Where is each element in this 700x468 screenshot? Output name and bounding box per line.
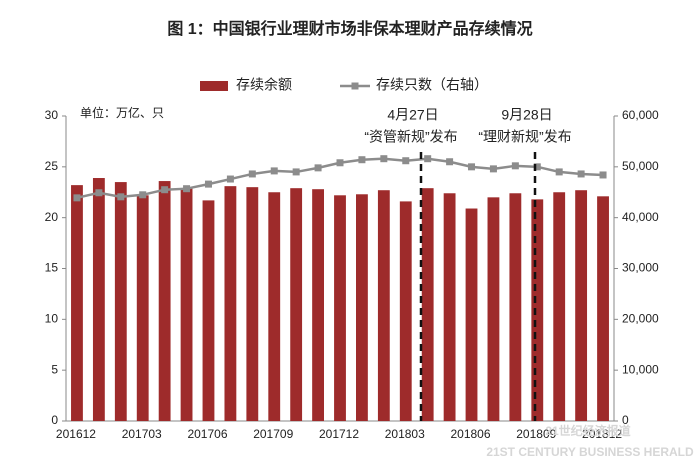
watermark: 21ST CENTURY BUSINESS HERALD bbox=[486, 445, 694, 459]
y2-tick-label: 60,000 bbox=[622, 108, 659, 122]
line-marker bbox=[204, 180, 212, 188]
y-tick-label: 30 bbox=[45, 108, 59, 122]
line-marker bbox=[248, 170, 256, 178]
unit-label: 单位：万亿、只 bbox=[80, 105, 164, 120]
bar bbox=[399, 201, 412, 421]
y2-tick-label: 10,000 bbox=[622, 362, 659, 376]
line-marker bbox=[358, 156, 366, 164]
line-marker bbox=[314, 164, 322, 172]
bar bbox=[180, 188, 193, 421]
bar bbox=[312, 189, 324, 421]
line-marker bbox=[139, 191, 147, 199]
line-marker bbox=[424, 155, 432, 163]
y-tick-label: 10 bbox=[45, 312, 59, 326]
x-tick-label: 201812 bbox=[582, 427, 622, 441]
line-marker bbox=[555, 168, 563, 176]
legend-swatch bbox=[200, 81, 228, 91]
x-tick-label: 201612 bbox=[56, 427, 96, 441]
legend-label: 存续只数（右轴） bbox=[376, 77, 488, 93]
y-tick-label: 20 bbox=[45, 210, 59, 224]
bar bbox=[443, 193, 456, 421]
watermark: 21世纪经济报道 bbox=[545, 423, 630, 438]
line-marker bbox=[511, 162, 519, 170]
bar bbox=[597, 196, 609, 421]
annotation-text: “理财新规”发布 bbox=[478, 129, 571, 145]
bar bbox=[465, 208, 478, 421]
legend-swatch bbox=[351, 82, 359, 90]
bar bbox=[290, 188, 303, 421]
annotation-text: “资管新规”发布 bbox=[364, 129, 457, 145]
bar bbox=[421, 188, 434, 421]
bar bbox=[202, 200, 215, 421]
x-tick-label: 201709 bbox=[253, 427, 293, 441]
bar bbox=[356, 194, 368, 421]
bar bbox=[246, 187, 259, 421]
line-marker bbox=[380, 155, 388, 163]
line-marker bbox=[533, 163, 541, 171]
line-marker bbox=[226, 175, 234, 183]
line-marker bbox=[599, 171, 607, 179]
line-marker bbox=[161, 186, 169, 194]
y-tick-label: 5 bbox=[51, 362, 58, 376]
line-marker bbox=[292, 168, 300, 176]
bar bbox=[71, 185, 83, 421]
line-marker bbox=[73, 194, 81, 202]
x-tick-label: 201803 bbox=[385, 427, 425, 441]
x-tick-label: 201809 bbox=[516, 427, 556, 441]
bar bbox=[136, 195, 149, 421]
bar bbox=[531, 199, 544, 421]
bar bbox=[268, 192, 281, 421]
annotation-date: 4月27日 bbox=[387, 107, 438, 123]
bar bbox=[224, 186, 237, 421]
y2-tick-label: 0 bbox=[622, 413, 629, 427]
y2-tick-label: 30,000 bbox=[622, 261, 659, 275]
legend-label: 存续余额 bbox=[236, 77, 292, 93]
line-marker bbox=[95, 189, 103, 197]
chart-title: 图 1：中国银行业理财市场非保本理财产品存续情况 bbox=[167, 19, 532, 38]
bar bbox=[158, 181, 171, 421]
line-marker bbox=[446, 158, 454, 166]
line-marker bbox=[336, 159, 344, 167]
bar bbox=[377, 190, 390, 421]
bar bbox=[92, 178, 105, 421]
bar bbox=[487, 197, 500, 421]
bar bbox=[114, 182, 127, 421]
y2-tick-label: 50,000 bbox=[622, 159, 659, 173]
y-tick-label: 25 bbox=[45, 159, 59, 173]
x-tick-label: 201712 bbox=[319, 427, 359, 441]
x-tick-label: 201806 bbox=[450, 427, 490, 441]
y2-tick-label: 20,000 bbox=[622, 312, 659, 326]
line-marker bbox=[577, 170, 585, 178]
bar bbox=[509, 193, 522, 421]
x-tick-label: 201706 bbox=[187, 427, 227, 441]
x-tick-label: 201703 bbox=[122, 427, 162, 441]
bar bbox=[334, 195, 346, 421]
line-marker bbox=[270, 167, 278, 175]
line-marker bbox=[183, 185, 191, 193]
line-marker bbox=[468, 163, 476, 171]
annotation-date: 9月28日 bbox=[501, 107, 552, 123]
y2-tick-label: 40,000 bbox=[622, 210, 659, 224]
y-tick-label: 0 bbox=[51, 413, 58, 427]
y-tick-label: 15 bbox=[45, 261, 59, 275]
bar bbox=[575, 190, 588, 421]
line-marker bbox=[489, 165, 497, 173]
line-marker bbox=[117, 193, 125, 201]
bar bbox=[553, 192, 566, 421]
line-marker bbox=[402, 157, 410, 165]
